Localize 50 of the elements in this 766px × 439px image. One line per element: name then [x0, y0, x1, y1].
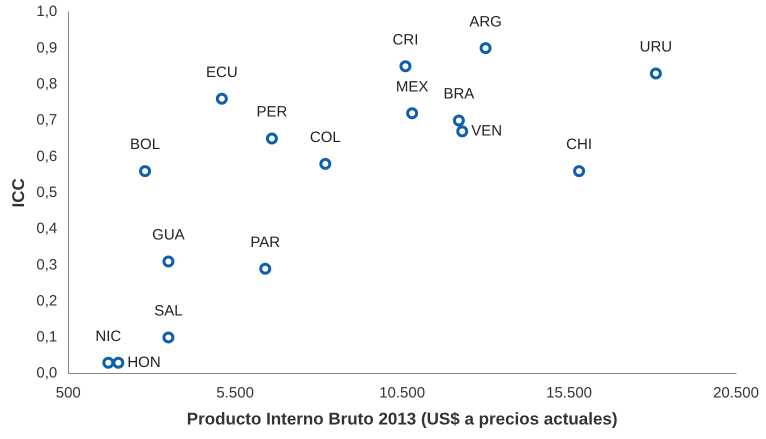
y-tick-label: 0,3	[36, 256, 58, 274]
annotation: CRI	[392, 31, 418, 48]
point	[112, 356, 124, 369]
y-tick-label: 0,0	[36, 364, 58, 382]
annotation: CHI	[566, 136, 592, 154]
annotation: HON	[127, 354, 161, 371]
point	[259, 262, 272, 275]
x-axis-title: Producto Interno Bruto 2013 (US$ a precios actuales)	[186, 409, 618, 428]
annotation: PER	[256, 104, 288, 121]
point	[399, 60, 412, 72]
annotation: GUA	[152, 226, 185, 244]
y-tick-label: 0,4	[36, 220, 58, 238]
y-tick-label: 1,0	[36, 3, 58, 20]
x-tick-label: 10.500	[379, 384, 426, 402]
y-tick-label: 0,1	[36, 328, 58, 346]
annotation: URU	[640, 38, 672, 56]
point	[452, 114, 465, 126]
annotation: NIC	[95, 328, 122, 345]
annotation: MEX	[396, 78, 428, 96]
annotation: COL	[310, 129, 341, 146]
x-tick-label: 20.500	[713, 384, 759, 402]
y-tick-label: 0,7	[36, 112, 58, 129]
point	[139, 165, 152, 178]
y-tick-label: 0,5	[36, 184, 58, 201]
point	[573, 165, 586, 178]
annotation: SAL	[154, 302, 183, 320]
point	[102, 356, 114, 369]
annotation: BRA	[443, 86, 474, 103]
annotation: ARG	[469, 13, 502, 30]
point	[162, 331, 174, 344]
annotation: PAR	[250, 234, 280, 251]
annotation: VEN	[471, 122, 502, 140]
point	[650, 67, 662, 80]
y-tick-label: 0,9	[36, 39, 58, 56]
point	[319, 158, 332, 170]
x-tick-label: 15.500	[546, 384, 592, 402]
y-axis-title: ICC	[8, 178, 28, 208]
point	[406, 107, 418, 120]
point	[162, 256, 174, 268]
point	[266, 132, 278, 145]
y-tick-label: 0,8	[36, 75, 58, 92]
y-tick-label: 0,2	[36, 292, 58, 310]
point	[456, 125, 468, 138]
point	[216, 92, 228, 105]
annotation: ECU	[206, 64, 238, 81]
point	[480, 42, 492, 54]
y-tick-label: 0,6	[36, 148, 58, 165]
x-tick-label: 5.500	[216, 384, 254, 402]
annotation: BOL	[130, 136, 160, 154]
x-tick-label: 500	[56, 384, 81, 402]
